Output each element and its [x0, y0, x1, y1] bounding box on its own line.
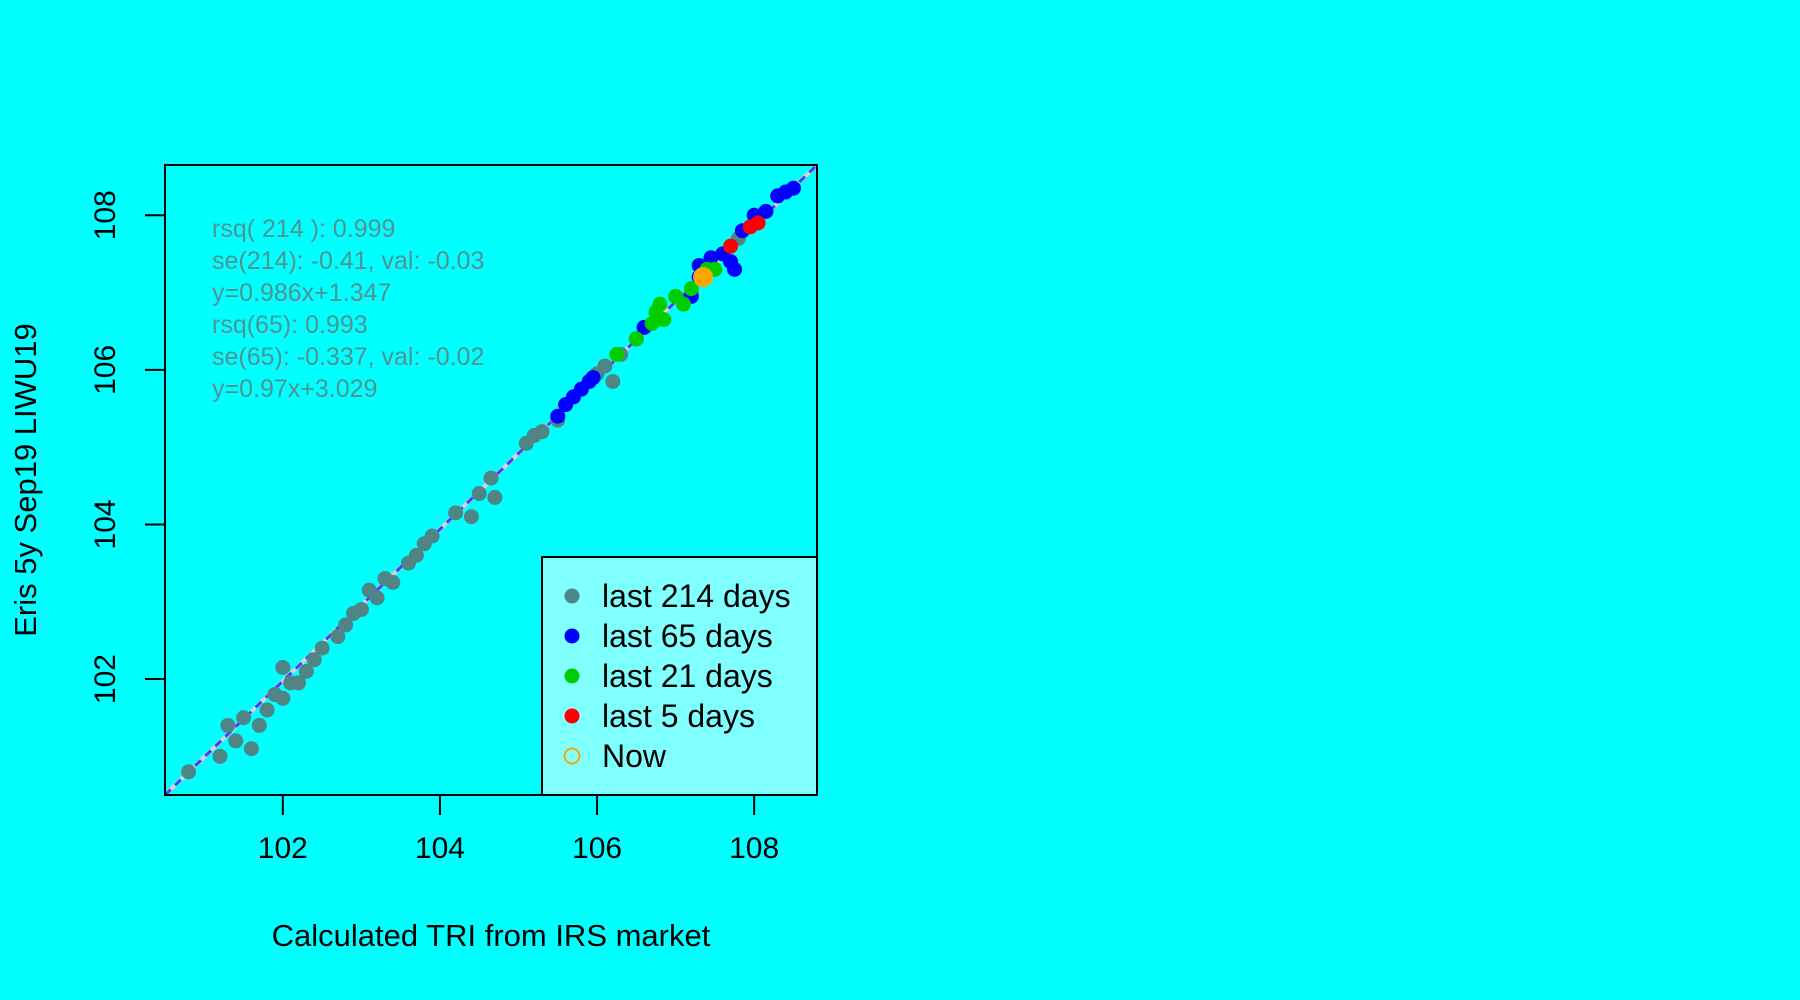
- point-last-21-days: [656, 312, 672, 328]
- point-now: [693, 267, 714, 288]
- point-last-65-days: [703, 250, 719, 266]
- annotation-line: rsq(65): 0.993: [212, 311, 368, 339]
- data-points: [181, 180, 801, 780]
- stats-annotations: rsq( 214 ): 0.999 se(214): -0.41, val: -0…: [212, 215, 484, 403]
- annotation-line: se(65): -0.337, val: -0.02: [212, 343, 484, 371]
- point-last-21-days: [675, 296, 691, 312]
- y-tick-label: 106: [89, 345, 122, 395]
- legend-label: Now: [602, 738, 667, 774]
- legend: last 214 days last 65 days last 21 days las…: [541, 556, 818, 796]
- point-last-214-days: [228, 733, 244, 749]
- point-last-5-days: [750, 215, 766, 231]
- x-tick-label: 108: [729, 832, 779, 865]
- point-last-65-days: [758, 203, 774, 219]
- y-tick-label: 108: [89, 190, 122, 240]
- legend-marker: [564, 588, 580, 604]
- point-last-214-days: [212, 748, 228, 764]
- point-last-214-days: [220, 717, 236, 733]
- point-last-65-days: [727, 261, 743, 277]
- point-last-214-days: [314, 640, 330, 656]
- annotation-line: rsq( 214 ): 0.999: [212, 215, 395, 243]
- point-last-214-days: [291, 675, 307, 691]
- point-last-214-days: [306, 652, 322, 668]
- point-last-214-days: [471, 486, 487, 502]
- point-last-214-days: [448, 505, 464, 521]
- point-last-21-days: [652, 296, 668, 312]
- point-last-214-days: [605, 373, 621, 389]
- point-last-21-days: [609, 346, 625, 362]
- point-last-214-days: [298, 663, 314, 679]
- point-last-65-days: [785, 180, 801, 196]
- point-last-214-days: [424, 528, 440, 544]
- x-tick-label: 104: [415, 832, 465, 865]
- point-last-214-days: [259, 702, 275, 718]
- x-axis-title: Calculated TRI from IRS market: [272, 918, 711, 953]
- legend-marker: [564, 668, 580, 684]
- point-last-214-days: [275, 690, 291, 706]
- point-last-65-days: [550, 408, 566, 424]
- point-last-214-days: [353, 601, 369, 617]
- point-last-214-days: [181, 764, 197, 780]
- annotation-line: y=0.97x+3.029: [212, 375, 377, 403]
- point-last-214-days: [338, 617, 354, 633]
- point-last-21-days: [683, 281, 699, 297]
- annotation-line: y=0.986x+1.347: [212, 279, 391, 307]
- legend-label: last 5 days: [602, 698, 755, 734]
- point-last-21-days: [644, 315, 660, 331]
- point-last-21-days: [628, 331, 644, 347]
- point-last-214-days: [534, 424, 550, 440]
- legend-label: last 21 days: [602, 658, 773, 694]
- point-last-214-days: [463, 509, 479, 525]
- point-last-65-days: [585, 370, 601, 386]
- point-last-214-days: [483, 470, 499, 486]
- x-tick-label: 106: [572, 832, 622, 865]
- y-tick-label: 102: [89, 654, 122, 704]
- point-last-5-days: [723, 238, 739, 254]
- point-last-214-days: [369, 590, 385, 606]
- legend-marker: [564, 708, 580, 724]
- legend-box: [541, 556, 818, 796]
- x-tick-label: 102: [258, 832, 308, 865]
- point-last-214-days: [597, 358, 613, 374]
- point-last-214-days: [408, 547, 424, 563]
- point-last-214-days: [243, 741, 259, 757]
- legend-marker: [564, 628, 580, 644]
- x-axis: 102 104 106 108: [258, 794, 779, 865]
- legend-label: last 214 days: [602, 578, 791, 614]
- point-last-214-days: [251, 717, 267, 733]
- y-axis-title: Eris 5y Sep19 LIWU19: [8, 323, 43, 637]
- point-last-214-days: [385, 574, 401, 590]
- legend-label: last 65 days: [602, 618, 773, 654]
- y-axis: 102 104 106 108: [89, 190, 166, 704]
- legend-marker: [563, 747, 581, 765]
- annotation-line: se(214): -0.41, val: -0.03: [212, 247, 484, 275]
- point-last-214-days: [236, 710, 252, 726]
- y-tick-label: 104: [89, 499, 122, 549]
- point-last-214-days: [487, 489, 503, 505]
- point-last-214-days: [275, 659, 291, 675]
- point-last-214-days: [330, 629, 346, 645]
